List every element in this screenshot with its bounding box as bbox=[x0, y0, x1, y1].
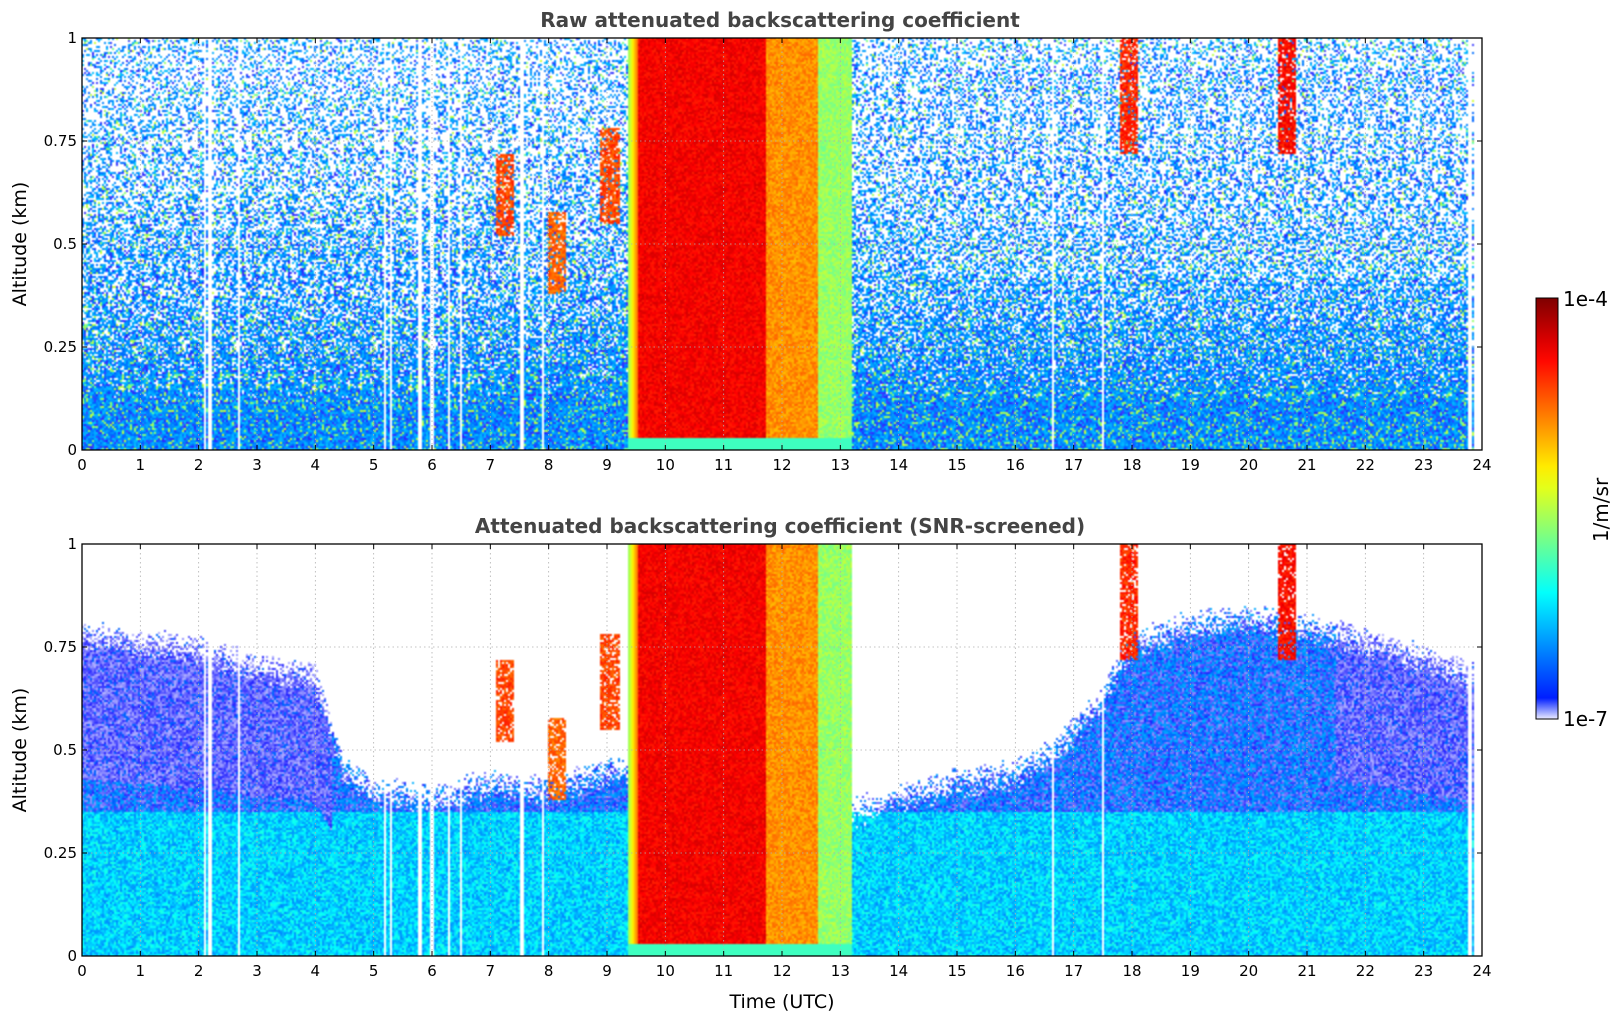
x-tick-label: 11 bbox=[714, 962, 733, 980]
x-tick-label: 20 bbox=[1239, 456, 1258, 474]
x-tick-label: 21 bbox=[1297, 962, 1316, 980]
x-tick-label: 14 bbox=[889, 456, 908, 474]
y-tick-label: 0.25 bbox=[44, 338, 77, 356]
x-tick-label: 17 bbox=[1064, 962, 1083, 980]
x-tick-label: 3 bbox=[252, 962, 262, 980]
x-tick-label: 23 bbox=[1414, 962, 1433, 980]
y-tick-label: 0.25 bbox=[44, 844, 77, 862]
panel-raw: Raw attenuated backscattering coefficien… bbox=[9, 8, 1492, 474]
x-tick-label: 8 bbox=[544, 456, 554, 474]
x-tick-label: 15 bbox=[947, 962, 966, 980]
x-tick-label: 2 bbox=[194, 456, 204, 474]
y-axis-label-screened: Altitude (km) bbox=[9, 688, 31, 813]
x-tick-label: 15 bbox=[947, 456, 966, 474]
x-ticks-screened: 0 1 2 3 4 5 6 7 8 9 10 11 12 13 14 15 16 17 18 19 20 21 22 23 24 bbox=[77, 544, 1492, 980]
colorbar-min-label: 1e-7 bbox=[1563, 707, 1608, 731]
x-tick-label: 4 bbox=[311, 456, 321, 474]
x-tick-label: 12 bbox=[772, 456, 791, 474]
x-tick-label: 0 bbox=[77, 456, 87, 474]
y-tick-label: 0.75 bbox=[44, 132, 77, 150]
x-tick-label: 1 bbox=[136, 962, 146, 980]
x-tick-label: 10 bbox=[656, 962, 675, 980]
y-tick-label: 0.75 bbox=[44, 638, 77, 656]
x-tick-label: 5 bbox=[369, 456, 379, 474]
panel-screened: Attenuated backscattering coefficient (S… bbox=[9, 514, 1492, 1013]
x-tick-label: 21 bbox=[1297, 456, 1316, 474]
x-tick-label: 6 bbox=[427, 962, 437, 980]
x-tick-label: 6 bbox=[427, 456, 437, 474]
x-tick-label: 3 bbox=[252, 456, 262, 474]
colorbar: 1e-4 1e-7 1/m/sr bbox=[1535, 287, 1613, 731]
x-tick-label: 18 bbox=[1122, 456, 1141, 474]
y-axis-label-raw: Altitude (km) bbox=[9, 182, 31, 307]
x-tick-label: 7 bbox=[486, 962, 496, 980]
x-tick-label: 2 bbox=[194, 962, 204, 980]
x-tick-label: 7 bbox=[486, 456, 496, 474]
y-tick-label: 1 bbox=[67, 535, 77, 553]
x-tick-label: 17 bbox=[1064, 456, 1083, 474]
x-tick-label: 13 bbox=[831, 962, 850, 980]
colorbar-gradient bbox=[1535, 297, 1559, 720]
x-tick-label: 12 bbox=[772, 962, 791, 980]
colorbar-max-label: 1e-4 bbox=[1563, 287, 1608, 311]
y-tick-label: 1 bbox=[67, 29, 77, 47]
x-tick-label: 22 bbox=[1356, 456, 1375, 474]
x-axis-label: Time (UTC) bbox=[728, 991, 834, 1013]
x-tick-label: 0 bbox=[77, 962, 87, 980]
heatmap-screened bbox=[82, 544, 1482, 956]
x-tick-label: 4 bbox=[311, 962, 321, 980]
y-ticks-screened: 0 0.25 0.5 0.75 1 bbox=[44, 535, 1482, 965]
x-tick-label: 11 bbox=[714, 456, 733, 474]
y-tick-label: 0.5 bbox=[53, 235, 77, 253]
x-tick-label: 13 bbox=[831, 456, 850, 474]
gridlines-screened bbox=[82, 544, 1482, 956]
x-tick-label: 22 bbox=[1356, 962, 1375, 980]
x-tick-label: 23 bbox=[1414, 456, 1433, 474]
panel-title-raw: Raw attenuated backscattering coefficien… bbox=[540, 8, 1020, 32]
x-tick-label: 5 bbox=[369, 962, 379, 980]
x-tick-label: 9 bbox=[602, 456, 612, 474]
y-tick-label: 0.5 bbox=[53, 741, 77, 759]
x-tick-label: 20 bbox=[1239, 962, 1258, 980]
x-tick-label: 19 bbox=[1181, 456, 1200, 474]
x-tick-label: 14 bbox=[889, 962, 908, 980]
y-tick-label: 0 bbox=[67, 947, 77, 965]
x-tick-label: 24 bbox=[1472, 456, 1491, 474]
gridlines-raw bbox=[82, 38, 1482, 450]
x-tick-label: 24 bbox=[1472, 962, 1491, 980]
x-tick-label: 18 bbox=[1122, 962, 1141, 980]
x-tick-label: 9 bbox=[602, 962, 612, 980]
x-tick-label: 16 bbox=[1006, 962, 1025, 980]
x-tick-label: 8 bbox=[544, 962, 554, 980]
x-ticks-raw: 0 1 2 3 4 5 6 7 8 9 10 11 12 13 14 15 16 17 18 19 20 21 22 23 24 bbox=[77, 38, 1492, 474]
x-tick-label: 16 bbox=[1006, 456, 1025, 474]
x-tick-label: 19 bbox=[1181, 962, 1200, 980]
y-tick-label: 0 bbox=[67, 441, 77, 459]
y-ticks-raw: 0 0.25 0.5 0.75 1 bbox=[44, 29, 1482, 459]
heatmap-raw bbox=[82, 38, 1482, 450]
x-tick-label: 10 bbox=[656, 456, 675, 474]
panel-title-screened: Attenuated backscattering coefficient (S… bbox=[475, 514, 1085, 538]
colorbar-unit-label: 1/m/sr bbox=[1589, 477, 1613, 542]
x-tick-label: 1 bbox=[136, 456, 146, 474]
